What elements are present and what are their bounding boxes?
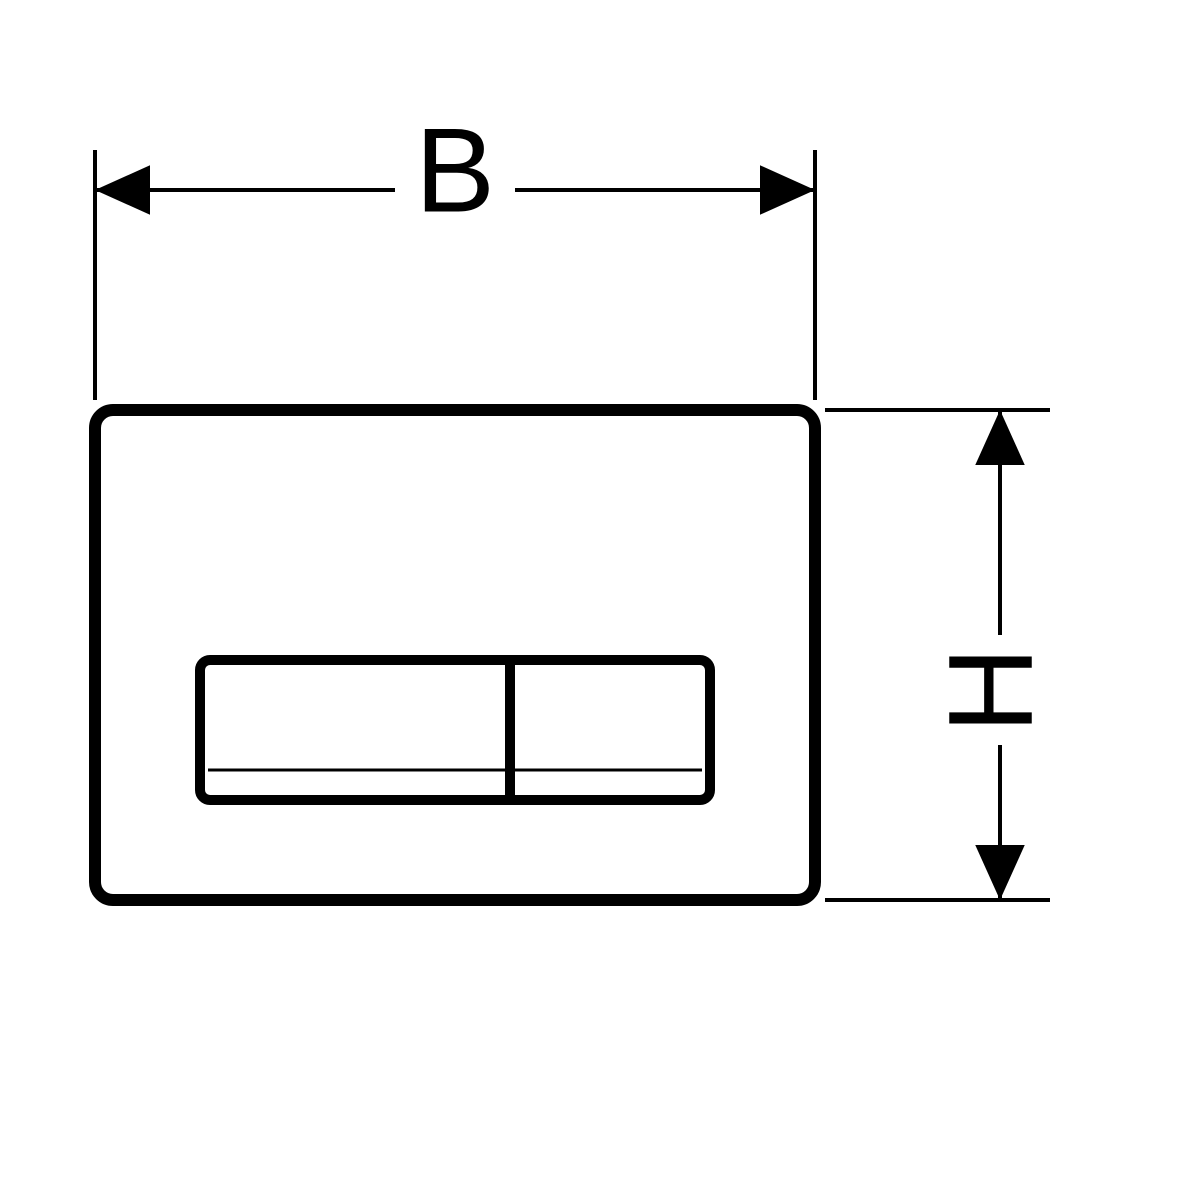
dim-h-label: H: [924, 647, 1058, 734]
technical-drawing: B H: [0, 0, 1200, 1200]
canvas-background: [0, 0, 1200, 1200]
dim-b-label: B: [415, 104, 495, 238]
